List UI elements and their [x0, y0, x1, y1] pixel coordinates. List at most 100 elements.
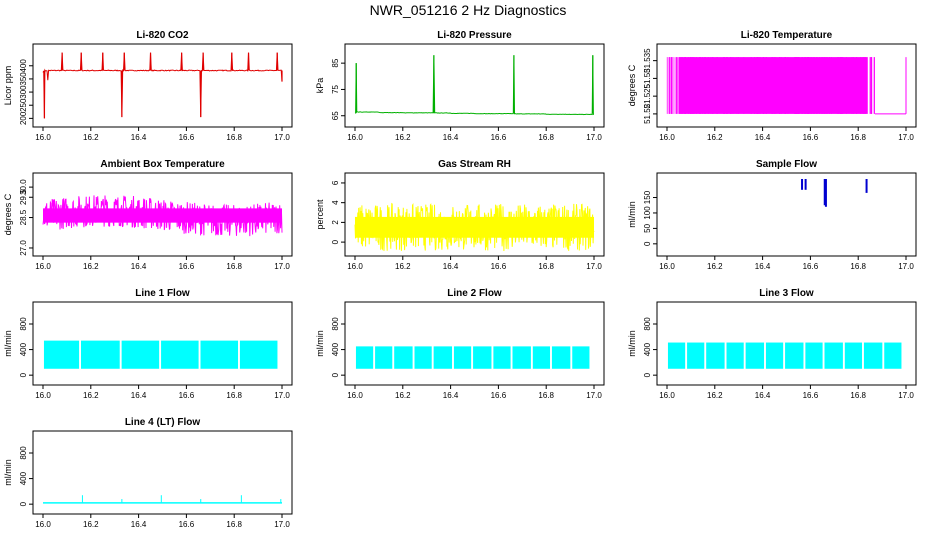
panel-title: Li-820 CO2 [136, 30, 189, 41]
x-tick-label: 16.8 [538, 391, 554, 400]
flow-segment [824, 342, 843, 369]
flow-segment [493, 346, 511, 369]
flow-segment [863, 342, 883, 369]
y-tick-label: 51.535 [643, 48, 652, 73]
x-tick-label: 16.0 [347, 262, 363, 271]
y-tick-label: 200 [19, 111, 28, 125]
x-tick-label: 16.0 [35, 262, 51, 271]
series-trace [42, 195, 283, 237]
x-tick-label: 16.6 [803, 391, 819, 400]
series-line [354, 55, 595, 116]
x-tick-label: 16.6 [179, 391, 195, 400]
flow-segment [726, 342, 744, 369]
series-trace [43, 340, 278, 369]
x-tick-label: 16.6 [179, 133, 195, 142]
y-axis-label: percent [315, 199, 325, 230]
y-tick-label: 800 [331, 317, 340, 331]
y-tick-label: 150 [643, 190, 652, 204]
x-tick-label: 16.0 [347, 133, 363, 142]
x-tick-label: 16.4 [443, 391, 459, 400]
y-axis-label: ml/min [3, 459, 13, 486]
x-tick-label: 16.4 [131, 262, 147, 271]
y-tick-label: 0 [331, 239, 340, 244]
plot-frame [656, 43, 917, 128]
series-trace [801, 179, 868, 207]
x-tick-label: 16.6 [803, 262, 819, 271]
y-tick-label: 28.5 [19, 209, 28, 225]
chart-panel-1: Li-820 CO2 Licor ppm 16.0 16.2 16.4 16.6 16.8 1… [3, 30, 293, 142]
x-tick-label: 17.0 [586, 133, 602, 142]
x-tick-label: 16.8 [850, 391, 866, 400]
chart-panel-7: Line 1 Flow ml/min 16.0 16.2 16.4 16.6 16.8 17.… [3, 288, 293, 400]
flow-segment [433, 346, 453, 369]
y-tick-label: 400 [19, 471, 28, 485]
flow-segment [453, 346, 472, 369]
y-axis-label: degrees C [627, 64, 637, 106]
x-tick-label: 17.0 [586, 262, 602, 271]
x-tick-label: 16.4 [755, 391, 771, 400]
flow-segment [81, 340, 120, 369]
flow-segment [414, 346, 432, 369]
flow-segment [844, 342, 863, 369]
panel-title: Ambient Box Temperature [100, 159, 225, 170]
series-line [42, 52, 283, 119]
y-tick-label: 85 [331, 58, 340, 67]
flow-segment [687, 342, 705, 369]
x-tick-label: 17.0 [274, 520, 290, 529]
y-tick-label: 29.5 [19, 189, 28, 205]
x-tick-label: 16.6 [491, 133, 507, 142]
flow-segment [765, 342, 784, 369]
x-tick-label: 16.8 [850, 133, 866, 142]
y-axis-label: degrees C [3, 193, 13, 235]
x-tick-label: 16.6 [803, 133, 819, 142]
flow-segment [551, 346, 571, 369]
chart-panel-5: Gas Stream RH percent 16.0 16.2 16.4 16.6 16.8… [315, 159, 605, 271]
plot-frame [344, 43, 605, 128]
x-tick-label: 16.0 [35, 391, 51, 400]
data-fill [43, 208, 282, 223]
x-tick-label: 16.6 [179, 262, 195, 271]
y-tick-label: 100 [643, 206, 652, 220]
x-tick-label: 16.4 [131, 391, 147, 400]
flow-segment [532, 346, 551, 369]
flow-segment [375, 346, 393, 369]
flow-segment [355, 346, 374, 369]
y-axis-label: Licor ppm [3, 66, 13, 106]
y-axis-label: ml/min [627, 330, 637, 357]
x-tick-label: 16.2 [707, 391, 723, 400]
x-tick-label: 16.0 [35, 520, 51, 529]
x-tick-label: 17.0 [274, 391, 290, 400]
x-tick-label: 16.2 [707, 133, 723, 142]
x-tick-label: 16.6 [491, 391, 507, 400]
x-tick-label: 16.2 [83, 262, 99, 271]
x-tick-label: 16.2 [83, 520, 99, 529]
y-tick-label: 400 [19, 342, 28, 356]
chart-panel-8: Line 2 Flow ml/min 16.0 16.2 16.4 16.6 16.8 17.… [315, 288, 605, 400]
series-trace [43, 495, 282, 504]
series-trace [354, 55, 595, 116]
x-tick-label: 17.0 [586, 391, 602, 400]
series-trace [667, 342, 902, 369]
chart-panel-3: Li-820 Temperature degrees C 16.0 16.2 16.4 1… [627, 30, 917, 142]
y-axis-label: ml/min [627, 201, 637, 228]
series-trace [355, 346, 590, 369]
y-tick-label: 75 [331, 84, 340, 93]
x-tick-label: 16.2 [707, 262, 723, 271]
x-tick-label: 16.4 [443, 133, 459, 142]
y-tick-label: 51.52 [643, 103, 652, 124]
plot-frame [32, 430, 293, 515]
y-tick-label: 0 [331, 372, 340, 377]
flow-segment [512, 346, 531, 369]
chart-panel-6: Sample Flow ml/min 16.0 16.2 16.4 16.6 16.8 17.… [627, 159, 917, 271]
panel-title: Gas Stream RH [438, 159, 511, 170]
panel-title: Line 4 (LT) Flow [125, 417, 201, 428]
y-tick-label: 800 [643, 317, 652, 331]
y-tick-label: 30.0 [19, 179, 28, 195]
chart-panel-4: Ambient Box Temperature degrees C 16.0 16.2… [3, 159, 293, 271]
x-tick-label: 16.2 [83, 391, 99, 400]
flow-segment [200, 340, 239, 369]
y-tick-label: 50 [643, 223, 652, 232]
y-tick-label: 0 [643, 372, 652, 377]
plot-frame [656, 172, 917, 257]
